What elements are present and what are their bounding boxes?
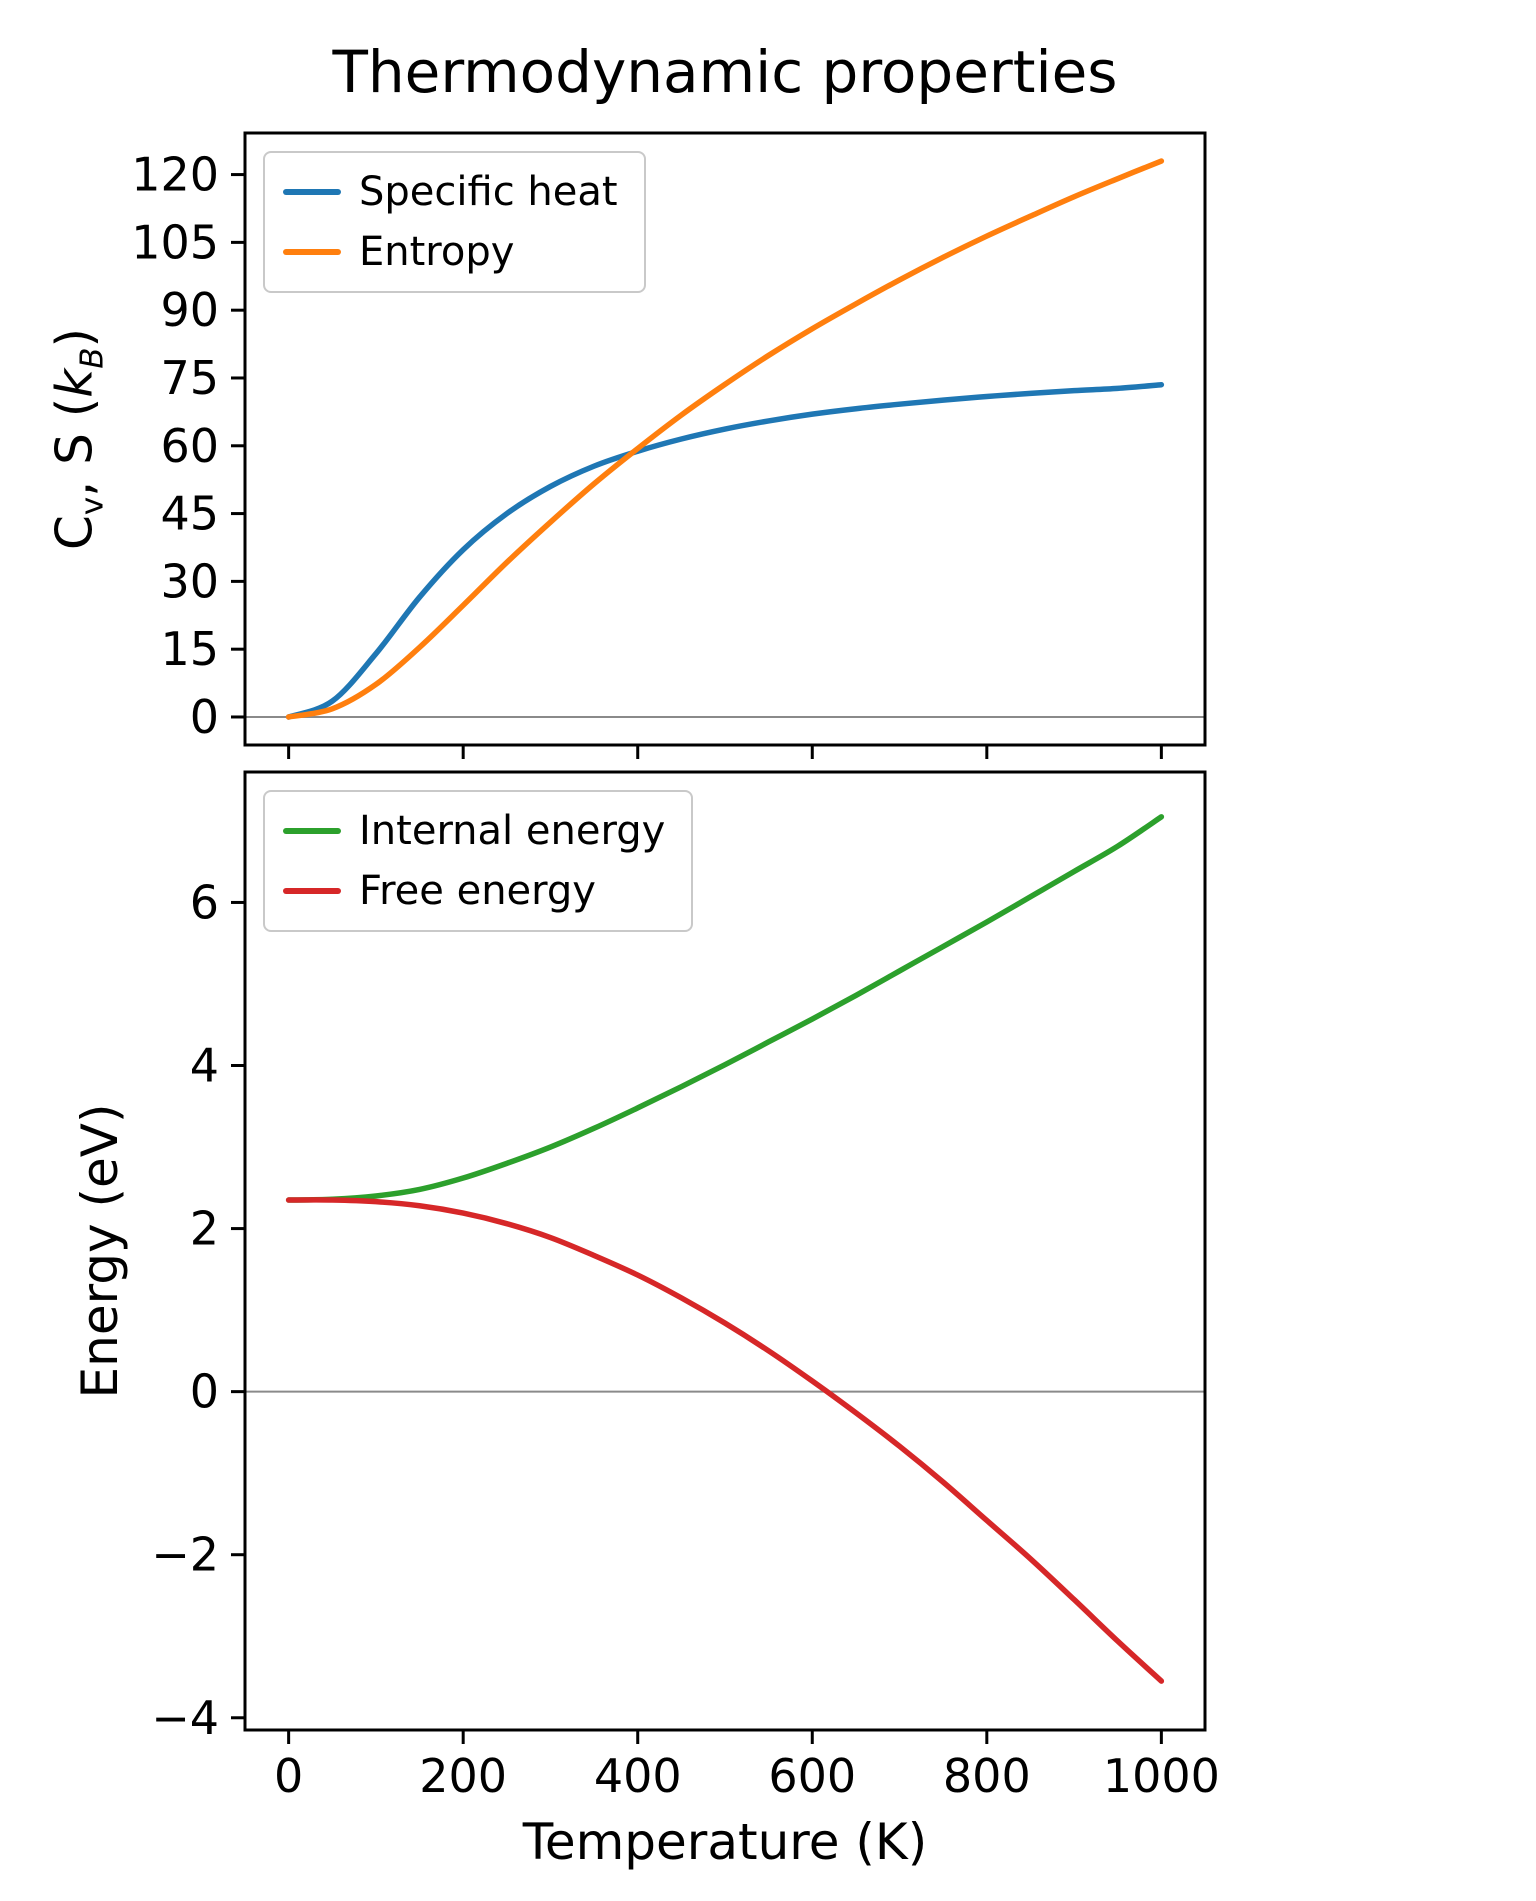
x-tick-label: 400	[594, 1749, 682, 1803]
legend-line-swatch-entropy	[283, 249, 341, 255]
y-tick-label: 6	[190, 875, 219, 929]
y-tick-label: 15	[160, 622, 219, 676]
axes-spines	[243, 131, 1207, 747]
x-axis-label: Temperature (K)	[522, 1813, 928, 1871]
legend-entry-internal-energy: Internal energy	[283, 808, 665, 854]
axes-spines	[243, 770, 1207, 1732]
top-ylabel-part: C	[45, 515, 104, 550]
y-tick-label: 75	[160, 351, 219, 405]
y-tick-label: 120	[131, 148, 219, 202]
bottom-plot-axes: −4 −2 0 2 4 6 0 200 400 600 800 1000	[151, 770, 1220, 1803]
line-free-energy	[285, 1197, 1165, 1684]
y-tick-label: 2	[190, 1202, 219, 1256]
y-tick-label: 0	[190, 1365, 219, 1419]
legend-line-swatch-specific-heat	[283, 189, 341, 195]
x-tick-label: 600	[768, 1749, 856, 1803]
line-internal-energy	[285, 814, 1165, 1203]
top-ylabel-part: )	[45, 328, 104, 348]
y-tick-label: 90	[160, 283, 219, 337]
x-tick-label: 0	[274, 1749, 303, 1803]
bottom-legend: Internal energy Free energy	[263, 790, 694, 932]
y-tick-label: −2	[151, 1528, 219, 1582]
y-tick-label: 4	[190, 1039, 219, 1093]
top-plot-axes: 0 15 30 45 60 75 90 105 120	[131, 131, 1207, 759]
top-ylabel: Cv, S (kB)	[46, 328, 111, 550]
top-ylabel-part: v	[74, 496, 111, 516]
legend-entry-specific-heat: Specific heat	[283, 169, 618, 215]
legend-label-internal-energy: Internal energy	[359, 808, 666, 854]
legend-label-free-energy: Free energy	[359, 868, 596, 914]
y-tick-label: 0	[190, 690, 219, 744]
x-tick-label: 1000	[1103, 1749, 1220, 1803]
legend-line-swatch-free-energy	[283, 888, 341, 894]
top-ylabel-part: k	[45, 368, 104, 398]
y-tick-label: 105	[131, 215, 219, 269]
figure-title: Thermodynamic properties	[332, 38, 1118, 106]
top-ylabel-part: , S (	[45, 397, 104, 497]
legend-entry-free-energy: Free energy	[283, 868, 665, 914]
y-tick-label: 45	[160, 487, 219, 541]
y-tick-label: 60	[160, 419, 219, 473]
legend-label-entropy: Entropy	[359, 229, 515, 275]
line-entropy	[285, 158, 1165, 720]
line-specific-heat	[285, 382, 1165, 720]
top-ylabel-part: B	[74, 347, 111, 369]
legend-label-specific-heat: Specific heat	[359, 169, 618, 215]
bottom-ylabel: Energy (eV)	[71, 1103, 129, 1399]
x-tick-label: 800	[943, 1749, 1031, 1803]
legend-entry-entropy: Entropy	[283, 229, 618, 275]
y-tick-label: −4	[151, 1691, 219, 1745]
x-tick-label: 200	[419, 1749, 507, 1803]
top-legend: Specific heat Entropy	[263, 151, 646, 293]
y-tick-label: 30	[160, 554, 219, 608]
legend-line-swatch-internal-energy	[283, 828, 341, 834]
